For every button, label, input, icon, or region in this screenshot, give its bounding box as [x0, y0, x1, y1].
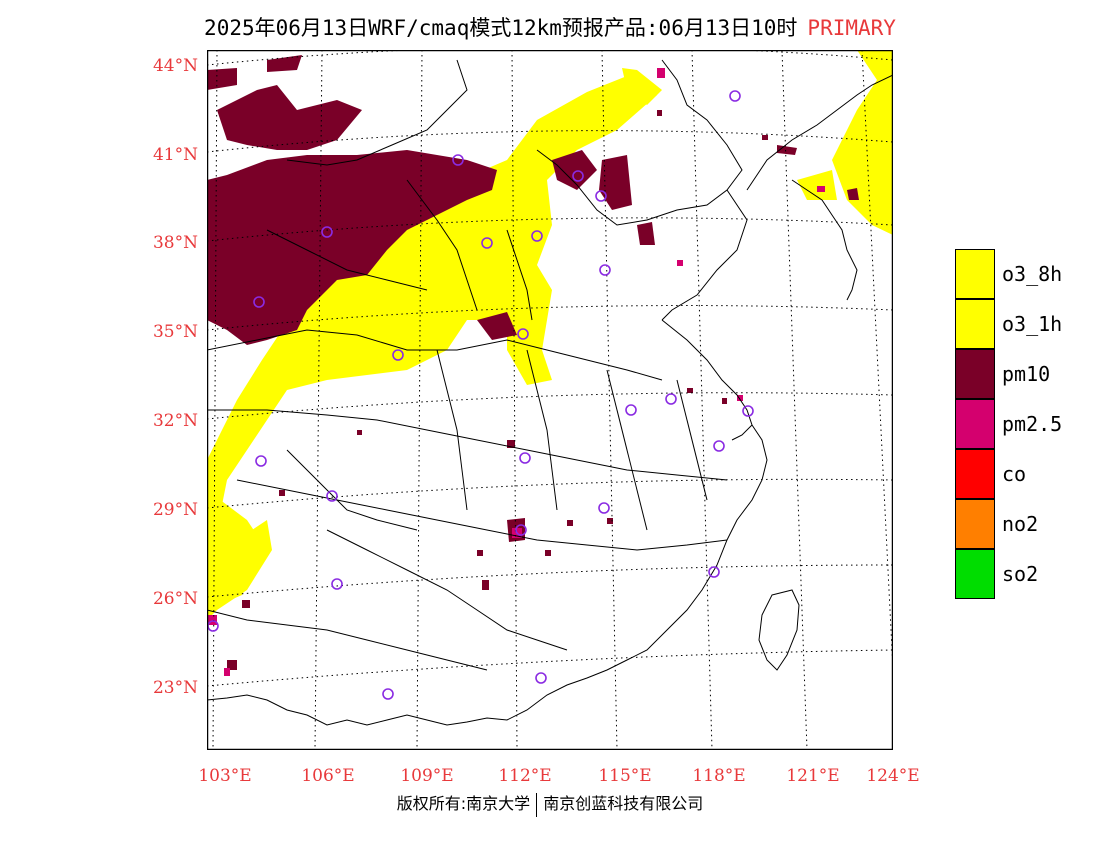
station-marker [625, 404, 637, 416]
legend-swatch [955, 549, 995, 599]
legend-label: o3_1h [1002, 312, 1063, 336]
station-marker [713, 440, 725, 452]
legend-swatch [955, 349, 995, 399]
lat-label-32: 32°N [152, 411, 198, 431]
station-marker [598, 502, 610, 514]
legend-swatch [955, 299, 995, 349]
lon-label-118: 118°E [692, 766, 746, 786]
station-marker [481, 237, 493, 249]
legend-item-o3-8h: o3_8h [955, 249, 1100, 299]
lon-label-115: 115°E [598, 766, 652, 786]
lon-label-121: 121°E [786, 766, 840, 786]
map-title: 2025年06月13日WRF/cmaq模式12km预报产品:06月13日10时 P… [0, 12, 1100, 42]
station-marker [392, 349, 404, 361]
station-marker [665, 393, 677, 405]
station-marker [515, 524, 527, 536]
station-marker [572, 170, 584, 182]
pm10-region [207, 55, 859, 542]
graticule [207, 50, 893, 750]
boundaries [207, 59, 893, 726]
station-marker [519, 452, 531, 464]
station-marker [326, 490, 338, 502]
legend-label: pm2.5 [1002, 412, 1063, 436]
lat-label-23: 23°N [152, 678, 198, 698]
legend-item-co: co [955, 449, 1100, 499]
copyright-footer: 版权所有:南京大学 南京创蓝科技有限公司 [0, 790, 1100, 817]
station-marker [382, 688, 394, 700]
scattered-pollution-pixels [207, 68, 825, 676]
station-marker [331, 578, 343, 590]
o3-region [207, 50, 893, 620]
lat-label-44: 44°N [152, 56, 198, 76]
lon-label-112: 112°E [498, 766, 552, 786]
lat-label-29: 29°N [152, 500, 198, 520]
legend: o3_8h o3_1h pm10 pm2.5 co no2 so2 [955, 249, 1100, 599]
legend-label: pm10 [1002, 362, 1051, 386]
station-marker [742, 405, 754, 417]
title-text: 2025年06月13日WRF/cmaq模式12km预报产品:06月13日10时 [204, 16, 798, 40]
map-frame [207, 50, 893, 750]
legend-swatch [955, 249, 995, 299]
station-marker [321, 226, 333, 238]
legend-label: o3_8h [1002, 262, 1063, 286]
station-marker [729, 90, 741, 102]
legend-swatch [955, 499, 995, 549]
station-marker [517, 328, 529, 340]
lat-label-26: 26°N [152, 589, 198, 609]
footer-separator [536, 792, 538, 817]
lat-label-41: 41°N [152, 145, 198, 165]
forecast-map [207, 50, 893, 750]
station-marker [708, 566, 720, 578]
station-marker [599, 264, 611, 276]
station-markers [207, 90, 754, 700]
legend-label: co [1002, 462, 1027, 486]
lon-label-109: 109°E [400, 766, 454, 786]
station-marker [253, 296, 265, 308]
legend-item-no2: no2 [955, 499, 1100, 549]
legend-item-pm25: pm2.5 [955, 399, 1100, 449]
legend-item-pm10: pm10 [955, 349, 1100, 399]
legend-swatch [955, 399, 995, 449]
station-marker [531, 230, 543, 242]
lon-label-124: 124°E [866, 766, 920, 786]
primary-tag: PRIMARY [807, 16, 896, 40]
legend-label: no2 [1002, 512, 1039, 536]
station-marker [255, 455, 267, 467]
legend-item-so2: so2 [955, 549, 1100, 599]
legend-swatch [955, 449, 995, 499]
lat-label-38: 38°N [152, 233, 198, 253]
station-marker [595, 190, 607, 202]
station-marker [535, 672, 547, 684]
copyright-right: 南京创蓝科技有限公司 [543, 794, 704, 813]
station-marker [452, 154, 464, 166]
legend-label: so2 [1002, 562, 1039, 586]
lon-label-106: 106°E [301, 766, 355, 786]
legend-item-o3-1h: o3_1h [955, 299, 1100, 349]
copyright-left: 版权所有:南京大学 [396, 794, 531, 813]
lat-label-35: 35°N [152, 322, 198, 342]
lon-label-103: 103°E [198, 766, 252, 786]
